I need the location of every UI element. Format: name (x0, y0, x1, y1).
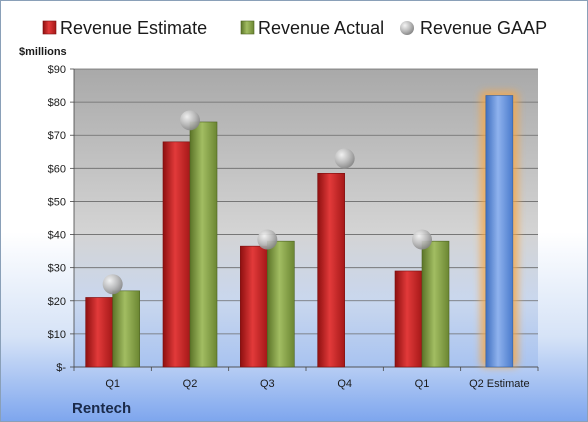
y-tick-label: $20 (48, 296, 66, 308)
y-tick-label: $- (56, 362, 66, 374)
bar-revenue-estimate (85, 297, 113, 368)
y-tick-label: $80 (48, 97, 66, 109)
legend-label-revenue-gaap: Revenue GAAP (420, 18, 547, 38)
y-tick-label: $50 (48, 196, 66, 208)
unit-label: $millions (19, 46, 67, 58)
bar-revenue-estimate (317, 173, 345, 368)
bar-q2-estimate (485, 95, 514, 368)
plot-area (74, 69, 538, 367)
y-tick-label: $30 (48, 263, 66, 275)
marker-revenue-gaap (180, 110, 200, 131)
legend-swatch-revenue-actual (240, 20, 255, 35)
x-category-label: Q4 (337, 378, 352, 390)
y-tick-label: $10 (48, 329, 66, 341)
y-tick-label: $70 (48, 130, 66, 142)
marker-revenue-gaap (412, 229, 432, 250)
company-label: Rentech (72, 400, 131, 417)
axes: $- $10 $20 $30 $40 $50 $60 $70 $80 $90 Q1 Q2 Q3 Q4 Q1 Q… (48, 64, 539, 390)
legend-swatch-revenue-estimate (42, 20, 57, 35)
x-category-label: Q2 (183, 378, 198, 390)
bar-revenue-estimate (240, 245, 268, 368)
bar-revenue-estimate (162, 141, 191, 368)
legend-marker-revenue-gaap (400, 21, 414, 35)
marker-revenue-gaap (334, 148, 355, 169)
x-category-label: Q1 (105, 378, 120, 390)
bar-revenue-estimate (394, 270, 423, 368)
bar-revenue-actual (267, 240, 295, 368)
x-category-label: Q2 Estimate (469, 378, 530, 390)
bar-revenue-actual (189, 121, 218, 368)
gridlines (74, 68, 538, 368)
y-tick-label: $60 (48, 163, 66, 175)
gaap-markers (102, 110, 432, 295)
legend-label-revenue-actual: Revenue Actual (258, 18, 384, 38)
bar-revenue-actual (421, 240, 450, 368)
marker-revenue-gaap (257, 229, 278, 250)
x-category-label: Q1 (415, 378, 430, 390)
marker-revenue-gaap (102, 274, 123, 295)
y-tick-label: $90 (48, 64, 66, 76)
x-category-label: Q3 (260, 378, 275, 390)
bars (85, 91, 518, 368)
bar-revenue-actual (112, 290, 140, 368)
legend: Revenue Estimate Revenue Actual Revenue … (42, 18, 547, 38)
y-tick-label: $40 (48, 230, 66, 242)
legend-label-revenue-estimate: Revenue Estimate (60, 18, 207, 38)
